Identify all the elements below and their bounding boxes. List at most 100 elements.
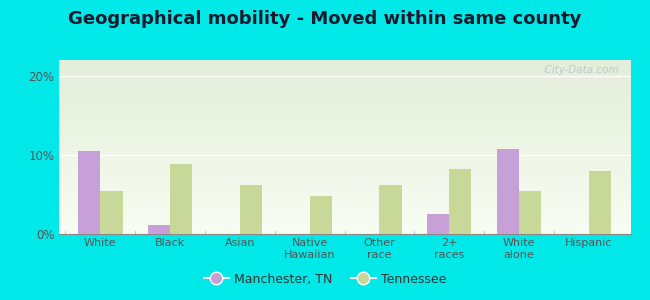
Bar bbox=[58, 115, 630, 116]
Bar bbox=[58, 133, 630, 134]
Bar bbox=[58, 169, 630, 170]
Bar bbox=[58, 122, 630, 123]
Bar bbox=[58, 159, 630, 160]
Bar bbox=[58, 77, 630, 78]
Bar bbox=[58, 148, 630, 149]
Bar bbox=[58, 216, 630, 217]
Bar bbox=[58, 176, 630, 177]
Bar bbox=[497, 148, 519, 234]
Bar bbox=[58, 124, 630, 125]
Bar bbox=[58, 195, 630, 196]
Bar bbox=[58, 131, 630, 132]
Bar bbox=[58, 194, 630, 195]
Bar bbox=[58, 197, 630, 198]
Bar bbox=[380, 185, 402, 234]
Bar bbox=[58, 140, 630, 141]
Bar bbox=[58, 199, 630, 200]
Bar bbox=[58, 79, 630, 80]
Bar bbox=[58, 152, 630, 153]
Bar bbox=[58, 136, 630, 137]
Bar bbox=[58, 85, 630, 86]
Bar bbox=[58, 211, 630, 212]
Bar bbox=[58, 154, 630, 155]
Bar bbox=[58, 201, 630, 202]
Bar bbox=[58, 171, 630, 172]
Bar bbox=[449, 169, 471, 234]
Bar bbox=[58, 204, 630, 205]
Bar bbox=[58, 110, 630, 111]
Bar bbox=[58, 231, 630, 232]
Bar bbox=[58, 191, 630, 192]
Bar bbox=[58, 207, 630, 208]
Bar bbox=[58, 108, 630, 109]
Bar bbox=[58, 95, 630, 96]
Bar bbox=[58, 128, 630, 129]
Bar bbox=[58, 74, 630, 75]
Bar bbox=[58, 94, 630, 95]
Bar bbox=[100, 190, 123, 234]
Bar bbox=[58, 66, 630, 67]
Bar bbox=[58, 180, 630, 181]
Bar bbox=[58, 160, 630, 161]
Bar bbox=[58, 64, 630, 65]
Bar bbox=[58, 114, 630, 115]
Bar bbox=[58, 86, 630, 87]
Bar bbox=[58, 125, 630, 126]
Bar bbox=[58, 98, 630, 99]
Bar bbox=[58, 175, 630, 176]
Bar bbox=[58, 132, 630, 133]
Bar bbox=[58, 192, 630, 193]
Bar bbox=[58, 70, 630, 71]
Bar bbox=[58, 71, 630, 72]
Bar bbox=[58, 119, 630, 120]
Bar bbox=[58, 200, 630, 201]
Bar bbox=[58, 179, 630, 180]
Bar bbox=[589, 171, 611, 234]
Bar bbox=[58, 190, 630, 191]
Bar bbox=[519, 190, 541, 234]
Bar bbox=[58, 209, 630, 210]
Bar bbox=[58, 164, 630, 165]
Bar bbox=[58, 99, 630, 100]
Bar bbox=[58, 72, 630, 73]
Bar bbox=[58, 147, 630, 148]
Bar bbox=[58, 153, 630, 154]
Bar bbox=[58, 103, 630, 104]
Bar bbox=[58, 88, 630, 89]
Bar bbox=[58, 137, 630, 138]
Bar bbox=[58, 139, 630, 140]
Bar bbox=[58, 220, 630, 221]
Bar bbox=[58, 233, 630, 234]
Bar bbox=[58, 187, 630, 188]
Bar bbox=[58, 127, 630, 128]
Bar bbox=[58, 81, 630, 82]
Bar bbox=[58, 212, 630, 213]
Bar bbox=[58, 73, 630, 74]
Bar bbox=[58, 202, 630, 203]
Bar bbox=[58, 92, 630, 93]
Bar bbox=[58, 218, 630, 219]
Bar bbox=[58, 68, 630, 69]
Bar bbox=[58, 91, 630, 92]
Bar bbox=[58, 93, 630, 94]
Bar bbox=[58, 123, 630, 124]
Bar bbox=[58, 145, 630, 146]
Bar bbox=[58, 90, 630, 91]
Bar bbox=[58, 198, 630, 199]
Bar bbox=[58, 102, 630, 103]
Bar bbox=[58, 210, 630, 211]
Bar bbox=[58, 157, 630, 158]
Bar bbox=[58, 222, 630, 223]
Bar bbox=[78, 151, 100, 234]
Bar bbox=[58, 196, 630, 197]
Bar bbox=[58, 130, 630, 131]
Bar bbox=[58, 146, 630, 147]
Bar bbox=[58, 217, 630, 218]
Bar bbox=[58, 151, 630, 152]
Bar bbox=[170, 164, 192, 234]
Bar bbox=[58, 129, 630, 130]
Bar bbox=[58, 182, 630, 183]
Bar bbox=[58, 69, 630, 70]
Bar bbox=[58, 89, 630, 90]
Bar bbox=[58, 170, 630, 171]
